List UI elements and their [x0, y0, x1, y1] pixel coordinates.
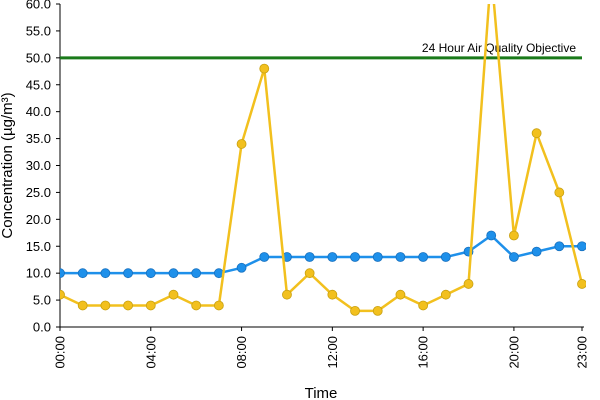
series-group — [60, 4, 586, 316]
data-point — [236, 139, 247, 149]
series-line — [60, 233, 582, 275]
data-point — [145, 300, 156, 311]
data-point — [304, 252, 315, 262]
data-point — [304, 268, 315, 279]
reference-line-group: 24 Hour Air Quality Objective — [60, 41, 582, 60]
data-point — [463, 279, 474, 289]
y-tick-label: 30.0 — [26, 158, 51, 173]
x-tick-label: 12:00 — [325, 336, 340, 369]
y-tick-label: 0.0 — [33, 320, 51, 335]
data-point — [191, 300, 202, 311]
data-point — [168, 268, 179, 279]
data-point — [350, 305, 360, 316]
data-point — [440, 289, 451, 300]
x-axis-title: Time — [305, 385, 338, 400]
data-point — [509, 230, 519, 241]
y-tick-label: 25.0 — [26, 185, 51, 200]
data-point — [577, 279, 586, 289]
data-point — [509, 252, 519, 262]
y-tick-label: 20.0 — [26, 212, 51, 227]
y-tick-label: 15.0 — [26, 239, 51, 254]
data-point — [372, 252, 383, 262]
data-point — [395, 252, 406, 262]
y-tick-label: 50.0 — [26, 50, 51, 65]
data-point — [191, 268, 202, 279]
data-point — [77, 300, 88, 311]
data-point — [372, 305, 383, 316]
data-point — [213, 300, 224, 311]
data-point — [531, 128, 542, 139]
x-tick-label: 16:00 — [416, 336, 431, 369]
data-point — [327, 252, 338, 262]
data-point — [60, 289, 65, 300]
data-point — [123, 300, 133, 311]
y-tick-label: 60.0 — [26, 0, 51, 12]
x-tick-label: 23:00 — [575, 336, 590, 369]
data-point — [123, 268, 133, 279]
data-point — [77, 268, 88, 279]
data-point — [145, 268, 156, 279]
data-point — [554, 241, 565, 252]
data-point — [327, 289, 338, 300]
data-point — [259, 252, 270, 262]
x-tick-label: 04:00 — [143, 336, 158, 369]
air-quality-objective-label: 24 Hour Air Quality Objective — [422, 41, 576, 55]
x-tick-label: 00:00 — [53, 336, 68, 369]
y-tick-label: 40.0 — [26, 104, 51, 119]
y-tick-label: 35.0 — [26, 131, 51, 146]
data-point — [282, 289, 292, 300]
data-point — [100, 268, 111, 279]
y-axis-ticks: 0.0 5.0 10.0 15.0 20.0 25.0 30.0 35.0 40.0 45.0 50… — [26, 0, 60, 335]
data-point — [350, 252, 360, 262]
y-tick-label: 55.0 — [26, 23, 51, 38]
data-point — [60, 268, 65, 279]
data-point — [554, 187, 565, 198]
y-tick-label: 45.0 — [26, 77, 51, 92]
data-point — [236, 262, 247, 273]
x-axis-ticks: 00:00 04:00 08:00 12:00 16:00 20:00 23:00 — [53, 327, 590, 369]
data-point — [486, 230, 497, 241]
y-tick-label: 5.0 — [33, 293, 51, 308]
y-tick-label: 10.0 — [26, 266, 51, 281]
data-point — [168, 289, 179, 300]
data-point — [259, 63, 270, 74]
data-point — [577, 241, 586, 252]
x-tick-label: 20:00 — [506, 336, 521, 369]
data-point — [418, 300, 429, 311]
y-axis-title: Concentration (µg/m³) — [0, 92, 16, 238]
data-point — [418, 252, 429, 262]
x-tick-label: 08:00 — [234, 336, 249, 369]
data-point — [395, 289, 406, 300]
data-point — [440, 252, 451, 262]
data-point — [100, 300, 111, 311]
data-point — [531, 246, 542, 257]
